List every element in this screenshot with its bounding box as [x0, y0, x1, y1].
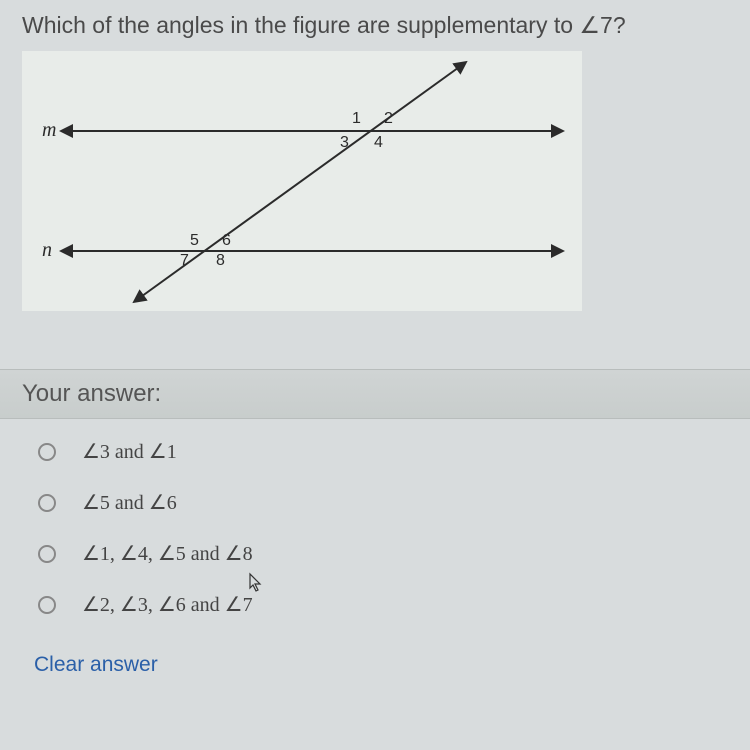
options-group: ∠3 and ∠1 ∠5 and ∠6 ∠1, ∠4, ∠5 and ∠8 ∠2…: [0, 419, 750, 649]
radio-icon: [38, 596, 56, 614]
radio-icon: [38, 443, 56, 461]
option-label: ∠5 and ∠6: [82, 490, 177, 515]
svg-text:1: 1: [352, 110, 361, 127]
svg-text:4: 4: [374, 134, 383, 151]
option-label: ∠2, ∠3, ∠6 and ∠7: [82, 592, 253, 617]
radio-icon: [38, 545, 56, 563]
option-label: ∠3 and ∠1: [82, 439, 177, 464]
svg-text:3: 3: [340, 134, 349, 151]
option-0[interactable]: ∠3 and ∠1: [38, 439, 728, 464]
line-n-label: n: [42, 239, 52, 261]
cursor-icon: [248, 572, 264, 597]
svg-text:7: 7: [180, 252, 189, 269]
svg-text:6: 6: [222, 232, 231, 249]
option-label: ∠1, ∠4, ∠5 and ∠8: [82, 541, 253, 566]
option-2[interactable]: ∠1, ∠4, ∠5 and ∠8: [38, 541, 728, 566]
svg-text:5: 5: [190, 232, 199, 249]
your-answer-header: Your answer:: [0, 369, 750, 419]
option-3[interactable]: ∠2, ∠3, ∠6 and ∠7: [38, 592, 728, 617]
question-text: Which of the angles in the figure are su…: [0, 0, 750, 47]
option-1[interactable]: ∠5 and ∠6: [38, 490, 728, 515]
svg-text:2: 2: [384, 110, 393, 127]
figure-diagram: m n 1 2 3 4 5 6 7 8: [22, 51, 582, 311]
clear-answer-link[interactable]: Clear answer: [0, 649, 750, 677]
svg-text:8: 8: [216, 252, 225, 269]
line-m-label: m: [42, 119, 56, 141]
radio-icon: [38, 494, 56, 512]
